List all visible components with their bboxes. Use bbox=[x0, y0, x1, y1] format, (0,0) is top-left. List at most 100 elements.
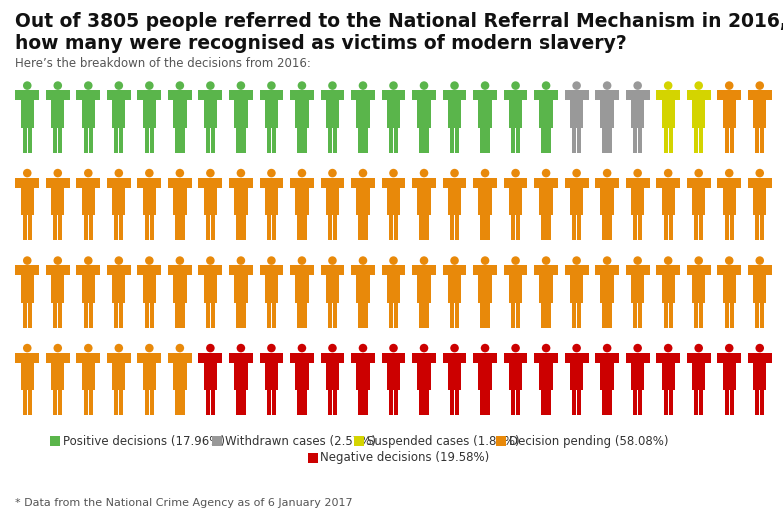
Bar bbox=[298, 215, 301, 240]
Bar bbox=[241, 215, 246, 240]
Bar bbox=[601, 100, 614, 127]
Bar bbox=[687, 90, 711, 100]
Bar bbox=[663, 390, 668, 415]
Circle shape bbox=[511, 169, 520, 177]
Bar bbox=[595, 177, 619, 187]
Bar bbox=[753, 100, 767, 127]
Bar bbox=[699, 215, 703, 240]
Circle shape bbox=[206, 344, 215, 353]
Circle shape bbox=[53, 169, 62, 177]
Circle shape bbox=[633, 256, 642, 265]
Bar bbox=[511, 215, 515, 240]
Bar bbox=[511, 390, 515, 415]
Bar bbox=[363, 390, 368, 415]
Bar bbox=[412, 90, 436, 100]
Bar bbox=[485, 390, 489, 415]
Bar bbox=[511, 303, 515, 328]
Circle shape bbox=[389, 169, 398, 177]
Bar bbox=[608, 215, 612, 240]
Bar bbox=[145, 215, 149, 240]
Bar bbox=[326, 100, 339, 127]
Bar bbox=[326, 275, 339, 303]
Circle shape bbox=[328, 169, 337, 177]
Bar bbox=[77, 90, 100, 100]
Bar bbox=[455, 127, 459, 152]
Bar bbox=[229, 177, 253, 187]
Bar bbox=[290, 90, 314, 100]
Bar bbox=[84, 390, 88, 415]
Bar bbox=[88, 127, 93, 152]
Circle shape bbox=[420, 344, 428, 353]
Bar bbox=[631, 100, 644, 127]
Bar bbox=[601, 275, 614, 303]
Bar bbox=[448, 363, 461, 390]
Circle shape bbox=[236, 344, 245, 353]
Bar bbox=[542, 303, 546, 328]
Bar bbox=[420, 215, 424, 240]
Bar bbox=[542, 215, 546, 240]
Bar bbox=[20, 275, 34, 303]
Bar bbox=[389, 215, 393, 240]
Bar bbox=[547, 303, 550, 328]
Bar bbox=[481, 215, 485, 240]
Bar bbox=[389, 390, 393, 415]
Bar bbox=[298, 303, 301, 328]
Circle shape bbox=[481, 256, 489, 265]
Bar bbox=[145, 127, 149, 152]
Bar bbox=[20, 187, 34, 215]
Bar bbox=[363, 303, 368, 328]
Bar bbox=[328, 127, 332, 152]
Bar bbox=[662, 275, 675, 303]
Bar bbox=[168, 265, 192, 275]
Bar bbox=[730, 390, 734, 415]
Circle shape bbox=[145, 256, 153, 265]
Circle shape bbox=[603, 169, 612, 177]
Bar bbox=[694, 390, 698, 415]
Bar bbox=[420, 127, 424, 152]
Bar bbox=[363, 215, 368, 240]
Bar bbox=[77, 353, 100, 363]
Bar bbox=[265, 187, 278, 215]
Bar bbox=[572, 390, 576, 415]
Bar bbox=[717, 90, 742, 100]
Bar bbox=[16, 90, 39, 100]
Bar bbox=[58, 303, 63, 328]
Bar bbox=[631, 187, 644, 215]
Bar bbox=[333, 303, 337, 328]
Bar bbox=[241, 303, 246, 328]
Circle shape bbox=[23, 169, 31, 177]
Bar bbox=[359, 390, 363, 415]
Bar bbox=[455, 390, 459, 415]
Bar bbox=[412, 265, 436, 275]
Circle shape bbox=[542, 344, 550, 353]
Bar bbox=[150, 303, 154, 328]
Bar bbox=[485, 215, 489, 240]
Bar bbox=[143, 275, 156, 303]
Bar bbox=[77, 177, 100, 187]
Bar bbox=[755, 390, 760, 415]
Bar bbox=[730, 303, 734, 328]
Bar bbox=[760, 303, 764, 328]
Bar bbox=[539, 100, 553, 127]
Bar bbox=[302, 127, 307, 152]
Bar bbox=[760, 127, 764, 152]
Bar bbox=[211, 390, 215, 415]
Text: * Data from the National Crime Agency as of 6 January 2017: * Data from the National Crime Agency as… bbox=[15, 498, 352, 508]
Bar bbox=[241, 127, 246, 152]
Bar bbox=[81, 100, 95, 127]
Circle shape bbox=[725, 344, 734, 353]
Bar bbox=[234, 187, 247, 215]
Bar bbox=[272, 303, 276, 328]
Bar bbox=[753, 363, 767, 390]
Circle shape bbox=[725, 169, 734, 177]
Text: Negative decisions (19.58%): Negative decisions (19.58%) bbox=[320, 451, 489, 465]
Bar bbox=[450, 303, 454, 328]
Bar bbox=[46, 177, 70, 187]
Bar bbox=[23, 303, 27, 328]
Bar bbox=[516, 303, 520, 328]
Bar bbox=[180, 127, 185, 152]
Bar bbox=[448, 275, 461, 303]
Bar bbox=[206, 215, 210, 240]
Bar bbox=[570, 100, 583, 127]
Bar bbox=[259, 353, 283, 363]
